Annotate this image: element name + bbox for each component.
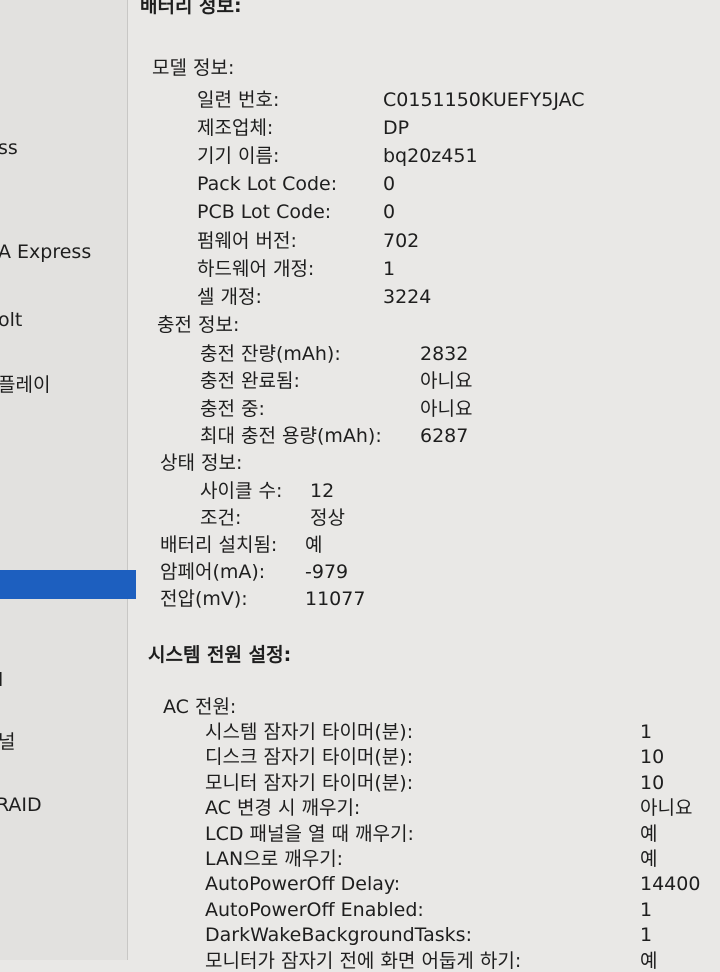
row-value: C0151150KUEFY5JAC: [383, 89, 585, 111]
sidebar-item[interactable]: A Express: [0, 241, 92, 263]
group-title: 충전 정보:: [157, 314, 240, 336]
sidebar-item[interactable]: ss: [0, 137, 18, 159]
row-value: 1: [383, 257, 396, 280]
row-label: 최대 충전 용량(mAh):: [200, 424, 382, 447]
row-value: 14400: [640, 873, 701, 896]
group-title: 상태 정보:: [160, 452, 243, 474]
row-label: 시스템 잠자기 타이머(분):: [205, 721, 414, 743]
row-value: bq20z451: [383, 145, 478, 168]
row-label: DarkWakeBackgroundTasks:: [205, 924, 472, 947]
row-label: 전압(mV):: [160, 588, 248, 610]
row-value: 1: [640, 924, 653, 947]
row-label: 암페어(mA):: [160, 561, 266, 583]
row-label: 디스크 잠자기 타이머(분):: [205, 746, 414, 769]
selected-row: [0, 570, 136, 599]
row-value: 아니요: [640, 797, 693, 820]
row-label: 충전 잔량(mAh):: [200, 343, 341, 365]
row-label: 기기 이름:: [197, 145, 280, 168]
row-label: 셀 개정:: [197, 285, 262, 308]
row-label: AC 변경 시 깨우기:: [205, 797, 361, 820]
row-value: 0: [383, 201, 396, 224]
row-value: 3224: [383, 285, 432, 308]
row-value: 아니요: [420, 397, 473, 420]
row-label: 충전 완료됨:: [200, 370, 300, 393]
sidebar-item[interactable]: RAID: [0, 794, 42, 816]
sidebar-item[interactable]: 널: [0, 731, 15, 753]
row-label: Pack Lot Code:: [197, 173, 338, 196]
row-value: -979: [305, 561, 349, 583]
row-value: 예: [640, 848, 658, 870]
sidebar-item[interactable]: olt: [0, 309, 23, 331]
section-title: 시스템 전원 설정:: [148, 644, 292, 666]
row-value: 2832: [420, 343, 469, 365]
row-value: 1: [640, 898, 653, 921]
row-value: 정상: [310, 507, 345, 529]
row-value: 예: [640, 822, 658, 845]
row-label: 일련 번호:: [197, 89, 280, 111]
row-value: 10: [640, 771, 665, 794]
row-label: 펌웨어 버전:: [197, 229, 297, 252]
row-label: LAN으로 깨우기:: [205, 848, 344, 870]
row-value: 아니요: [420, 370, 473, 393]
group-title: 모델 정보:: [152, 57, 235, 79]
row-value: 예: [305, 534, 323, 556]
row-label: 사이클 수:: [200, 480, 283, 502]
row-label: AutoPowerOff Enabled:: [205, 898, 424, 921]
row-label: 모니터가 잠자기 전에 화면 어둡게 하기:: [205, 949, 522, 972]
row-label: 배터리 설치됨:: [160, 534, 278, 556]
row-value: 0: [383, 173, 396, 196]
group-title: AC 전원:: [163, 696, 237, 718]
sidebar-item[interactable]: l: [0, 669, 3, 691]
row-value: 11077: [305, 588, 366, 610]
row-label: 조건:: [200, 507, 242, 529]
row-label: 하드웨어 개정:: [197, 257, 315, 280]
row-label: LCD 패널을 열 때 깨우기:: [205, 822, 414, 845]
row-label: 충전 중:: [200, 397, 265, 420]
row-label: PCB Lot Code:: [197, 201, 332, 224]
row-value: 702: [383, 229, 420, 252]
row-value: 10: [640, 746, 665, 769]
row-value: 예: [640, 949, 658, 972]
row-value: 6287: [420, 424, 469, 447]
sidebar: ss A Express olt 플레이 l 널 RAID: [0, 0, 128, 960]
row-value: DP: [383, 117, 410, 140]
section-title: 배터리 정보:: [140, 0, 242, 17]
sidebar-item[interactable]: 플레이: [0, 374, 51, 396]
row-value: 1: [640, 721, 653, 743]
row-label: 제조업체:: [197, 117, 274, 140]
row-label: 모니터 잠자기 타이머(분):: [205, 771, 414, 794]
row-label: AutoPowerOff Delay:: [205, 873, 401, 896]
row-value: 12: [310, 480, 335, 502]
